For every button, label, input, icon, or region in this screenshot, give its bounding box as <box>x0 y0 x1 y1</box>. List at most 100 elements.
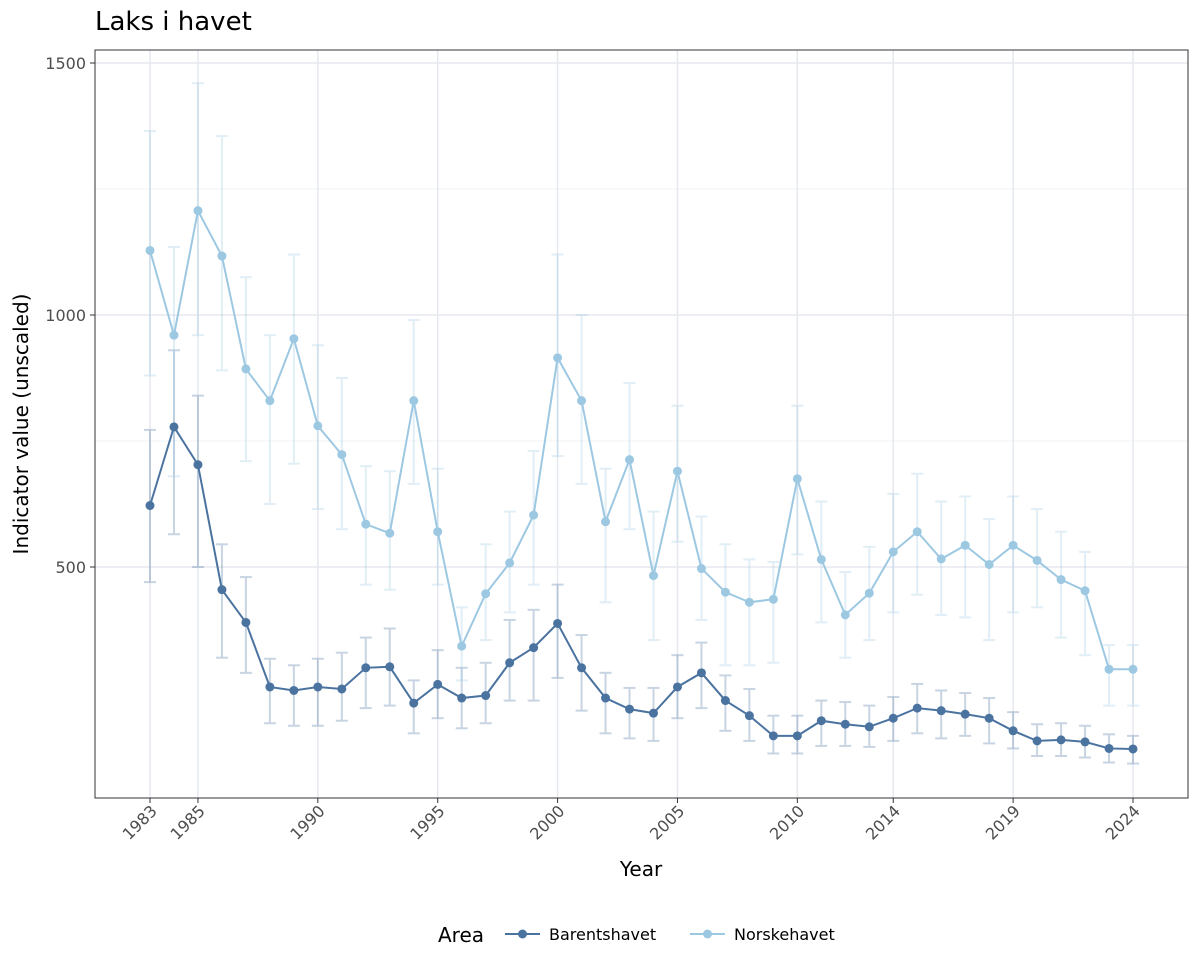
data-point-norskehavet <box>696 564 706 574</box>
data-point-barentshavet <box>169 422 179 432</box>
data-point-barentshavet <box>577 663 587 673</box>
data-point-norskehavet <box>816 554 826 564</box>
data-point-norskehavet <box>1104 664 1114 674</box>
error-bar-barentshavet <box>551 583 564 679</box>
data-point-norskehavet <box>768 594 778 604</box>
data-point-barentshavet <box>457 693 467 703</box>
data-point-norskehavet <box>864 588 874 598</box>
error-bar-norskehavet <box>719 543 732 667</box>
data-point-barentshavet <box>553 618 563 628</box>
legend-label: Norskehavet <box>734 925 835 944</box>
data-point-barentshavet <box>888 713 898 723</box>
data-point-norskehavet <box>337 450 347 460</box>
data-point-norskehavet <box>481 589 491 599</box>
error-bar-barentshavet <box>575 634 588 712</box>
data-point-barentshavet <box>313 682 323 692</box>
data-point-barentshavet <box>1080 737 1090 747</box>
data-point-norskehavet <box>840 610 850 620</box>
data-point-barentshavet <box>241 617 251 627</box>
legend-item-barentshavet: Barentshavet <box>505 925 656 944</box>
data-point-norskehavet <box>145 245 155 255</box>
error-bar-norskehavet <box>743 558 756 667</box>
legend-key-point <box>518 929 527 939</box>
error-bar-barentshavet <box>287 664 300 727</box>
data-point-norskehavet <box>625 455 635 465</box>
data-point-norskehavet <box>241 364 251 374</box>
data-point-barentshavet <box>720 696 730 706</box>
legend-label: Barentshavet <box>549 925 656 944</box>
data-point-barentshavet <box>1056 735 1066 745</box>
data-point-norskehavet <box>984 559 994 569</box>
error-bar-barentshavet <box>359 636 372 710</box>
data-point-barentshavet <box>505 658 515 668</box>
data-point-norskehavet <box>1032 555 1042 565</box>
data-point-barentshavet <box>1032 736 1042 746</box>
data-point-barentshavet <box>625 704 635 714</box>
data-point-norskehavet <box>960 540 970 550</box>
data-point-norskehavet <box>720 587 730 597</box>
data-point-barentshavet <box>481 691 491 701</box>
error-bar-norskehavet <box>767 560 780 664</box>
x-tick-label: 2005 <box>646 801 688 843</box>
y-tick-label: 500 <box>55 558 86 577</box>
x-axis: 1983 1985 1990 1995 2000 2005 2010 2014 2019 2024 <box>119 798 1144 844</box>
error-bar-barentshavet <box>527 608 540 702</box>
plot-border <box>94 49 1189 799</box>
data-point-barentshavet <box>672 682 682 692</box>
data-point-barentshavet <box>768 731 778 741</box>
error-bar-norskehavet <box>1007 495 1020 614</box>
data-point-norskehavet <box>888 547 898 557</box>
x-tick-label: 2014 <box>862 801 904 843</box>
data-point-barentshavet <box>1104 743 1114 753</box>
data-point-norskehavet <box>409 396 419 406</box>
data-point-norskehavet <box>553 353 563 363</box>
data-point-barentshavet <box>960 709 970 719</box>
error-bar-norskehavet <box>1103 644 1116 707</box>
error-bar-norskehavet <box>1127 644 1139 707</box>
data-point-norskehavet <box>792 474 802 484</box>
grid-lines <box>95 50 1188 798</box>
data-point-barentshavet <box>648 708 658 718</box>
x-tick-label: 1990 <box>286 801 328 843</box>
legend-items: Barentshavet Norskehavet <box>505 925 835 944</box>
series-points <box>145 206 1138 754</box>
data-point-barentshavet <box>337 684 347 694</box>
data-point-norskehavet <box>289 334 299 344</box>
error-bar-norskehavet <box>599 467 612 604</box>
error-bar-barentshavet <box>215 543 228 659</box>
data-point-barentshavet <box>601 693 611 703</box>
x-tick-label: 2010 <box>766 801 808 843</box>
data-point-barentshavet <box>265 682 275 692</box>
data-point-barentshavet <box>792 731 802 741</box>
data-point-norskehavet <box>577 396 587 406</box>
data-point-barentshavet <box>1128 744 1138 754</box>
data-point-norskehavet <box>1128 664 1138 674</box>
error-bar-norskehavet <box>287 253 300 465</box>
error-bar-norskehavet <box>1055 530 1068 639</box>
data-point-barentshavet <box>1008 726 1018 736</box>
error-bar-barentshavet <box>311 657 324 727</box>
data-point-norskehavet <box>936 554 946 564</box>
legend-title: Area <box>438 923 484 947</box>
error-bar-barentshavet <box>191 394 204 568</box>
data-point-norskehavet <box>217 251 227 261</box>
error-bar-barentshavet <box>599 671 612 735</box>
data-point-norskehavet <box>505 558 515 568</box>
data-point-barentshavet <box>529 643 539 653</box>
error-bar-norskehavet <box>983 518 996 642</box>
x-tick-label: 1983 <box>119 801 161 843</box>
data-point-norskehavet <box>169 330 179 340</box>
data-point-barentshavet <box>864 722 874 732</box>
data-point-norskehavet <box>313 421 323 431</box>
data-point-norskehavet <box>648 571 658 581</box>
x-tick-label: 1985 <box>167 801 209 843</box>
data-point-norskehavet <box>265 396 275 406</box>
data-point-barentshavet <box>409 698 419 708</box>
x-tick-label: 2000 <box>526 801 568 843</box>
error-bar-norskehavet <box>1079 550 1092 657</box>
y-tick-label: 1000 <box>45 306 86 325</box>
data-point-norskehavet <box>912 527 922 537</box>
x-tick-label: 1995 <box>406 801 448 843</box>
data-point-barentshavet <box>289 685 299 695</box>
